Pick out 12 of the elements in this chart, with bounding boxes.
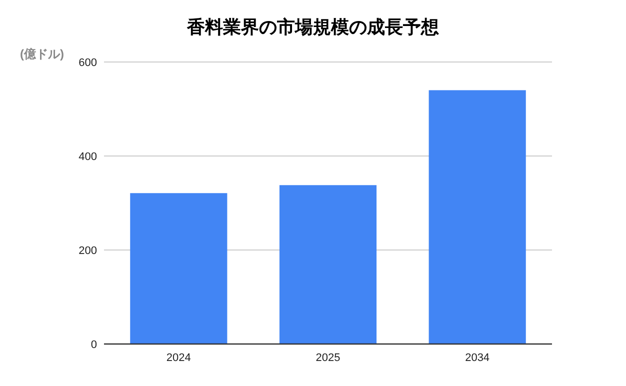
bar <box>428 90 526 344</box>
y-tick-label: 400 <box>78 151 97 163</box>
bar <box>279 185 377 344</box>
y-axis-title: (億ドル) <box>20 47 64 61</box>
x-tick-label: 2034 <box>465 352 490 364</box>
y-tick-label: 0 <box>90 339 97 351</box>
y-tick-label: 600 <box>78 57 97 69</box>
x-tick-label: 2024 <box>166 352 191 364</box>
y-tick-label: 200 <box>78 245 97 257</box>
bar <box>130 193 228 344</box>
chart-title: 香料業界の市場規模の成長予想 <box>186 17 439 37</box>
x-tick-label: 2025 <box>316 352 340 364</box>
